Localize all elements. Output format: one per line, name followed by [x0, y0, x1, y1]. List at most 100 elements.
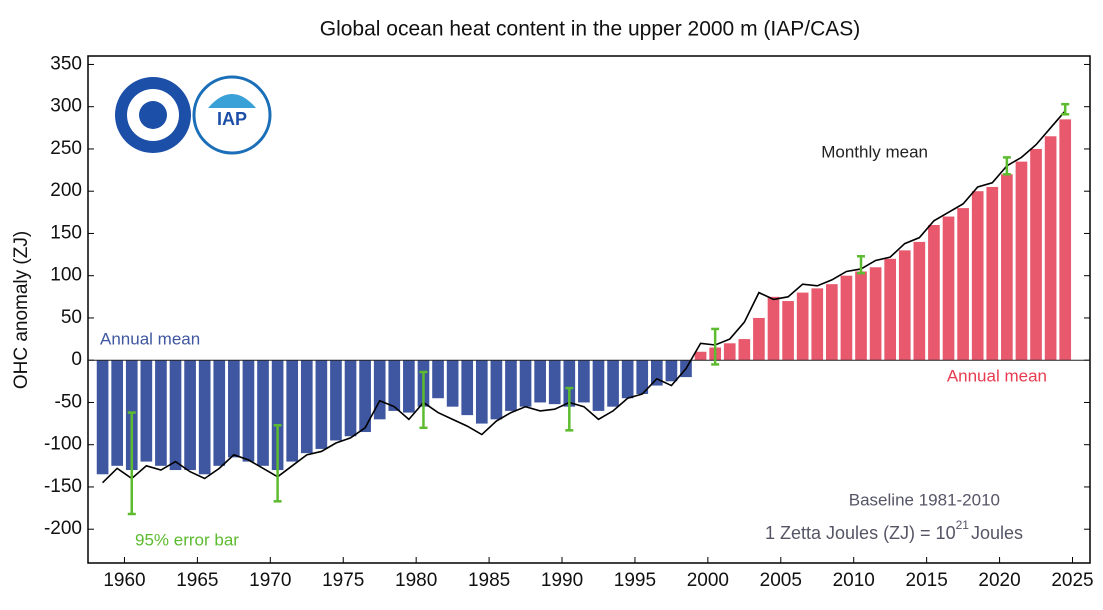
- chart-title: Global ocean heat content in the upper 2…: [320, 18, 861, 41]
- bar: [111, 360, 124, 466]
- bar: [461, 360, 474, 416]
- svg-text:IAP: IAP: [217, 109, 247, 129]
- bar: [723, 343, 736, 361]
- error-bar: [1002, 156, 1011, 176]
- error-bar: [565, 386, 574, 432]
- annotation: Annual mean: [947, 366, 1047, 385]
- x-tick-label: 2025: [1051, 570, 1093, 591]
- x-tick-label: 2010: [833, 570, 875, 591]
- y-tick-label: 300: [50, 96, 82, 117]
- bar: [315, 360, 328, 449]
- bar: [213, 360, 226, 466]
- error-bar: [711, 327, 720, 366]
- bar: [869, 267, 882, 361]
- bar: [592, 360, 605, 411]
- x-tick-label: 2005: [760, 570, 802, 591]
- y-tick-label: 200: [50, 180, 82, 201]
- annotation: Monthly mean: [821, 142, 928, 161]
- bar: [475, 360, 488, 424]
- bar: [1030, 148, 1042, 361]
- unit-note-part: 21: [956, 518, 970, 532]
- bar: [1001, 174, 1013, 361]
- bar: [913, 241, 926, 361]
- bar: [286, 360, 299, 462]
- x-tick-label: 1980: [395, 570, 437, 591]
- bar: [884, 258, 897, 361]
- unit-note: 1 Zetta Joules (ZJ) = 1021 Joules: [765, 518, 1023, 543]
- bar: [169, 360, 182, 471]
- y-tick-label: -200: [44, 518, 82, 539]
- y-tick-label: 0: [71, 349, 82, 370]
- logo-cas: [115, 77, 191, 153]
- bar: [957, 208, 969, 361]
- bar: [1059, 119, 1072, 361]
- bar: [446, 360, 459, 407]
- bar: [607, 360, 619, 407]
- bar: [811, 288, 824, 361]
- x-tick-label: 2015: [906, 570, 948, 591]
- error-bar: [127, 411, 136, 516]
- x-tick-label: 1990: [541, 570, 583, 591]
- bar: [563, 360, 576, 407]
- error-bar: [273, 424, 282, 503]
- x-tick-label: 1995: [614, 570, 656, 591]
- x-tick-label: 1970: [249, 570, 291, 591]
- bar: [1044, 136, 1057, 361]
- bar: [826, 284, 838, 361]
- bar: [155, 360, 167, 466]
- bar: [665, 360, 678, 382]
- bar: [359, 360, 371, 433]
- x-tick-label: 1975: [322, 570, 364, 591]
- logo-iap: IAP: [192, 75, 272, 155]
- annotation: Annual mean: [100, 329, 200, 348]
- bar: [971, 191, 984, 361]
- error-bar: [857, 255, 866, 275]
- bar: [840, 275, 853, 361]
- bar: [578, 360, 590, 403]
- bar: [928, 225, 940, 361]
- bar: [650, 360, 663, 386]
- annotation: Baseline 1981-2010: [849, 490, 1000, 509]
- bar: [184, 360, 196, 471]
- bar: [228, 360, 240, 458]
- bar: [534, 360, 546, 403]
- bar: [432, 360, 444, 399]
- bar: [767, 296, 780, 361]
- bar: [898, 250, 911, 361]
- x-tick-label: 1985: [468, 570, 510, 591]
- bar: [344, 360, 357, 437]
- x-tick-label: 1960: [103, 570, 145, 591]
- bar: [271, 360, 284, 471]
- y-tick-label: -50: [55, 391, 82, 412]
- y-tick-label: 150: [50, 222, 82, 243]
- annotation: 95% error bar: [135, 530, 239, 549]
- bar: [519, 360, 532, 407]
- bar: [548, 360, 561, 405]
- bar: [855, 271, 867, 361]
- bar: [490, 360, 503, 420]
- bar: [388, 360, 401, 411]
- bar: [636, 360, 649, 394]
- bar: [753, 317, 765, 361]
- x-tick-label: 1965: [176, 570, 218, 591]
- bar: [694, 351, 707, 361]
- bar: [986, 186, 999, 361]
- unit-note-part: 1 Zetta Joules (ZJ) = 10: [765, 523, 956, 543]
- bar: [942, 216, 955, 361]
- bar: [198, 360, 211, 475]
- bar: [330, 360, 342, 441]
- bar: [738, 339, 751, 361]
- y-axis-label: OHC anomaly (ZJ): [11, 231, 32, 389]
- y-tick-label: -100: [44, 434, 82, 455]
- bar: [782, 301, 794, 361]
- bar: [373, 360, 386, 420]
- bar: [505, 360, 517, 411]
- y-tick-label: 350: [50, 53, 82, 74]
- bar: [1015, 161, 1028, 361]
- x-tick-label: 2020: [978, 570, 1020, 591]
- error-bar: [419, 370, 428, 430]
- bar: [140, 360, 153, 462]
- bar: [242, 360, 255, 462]
